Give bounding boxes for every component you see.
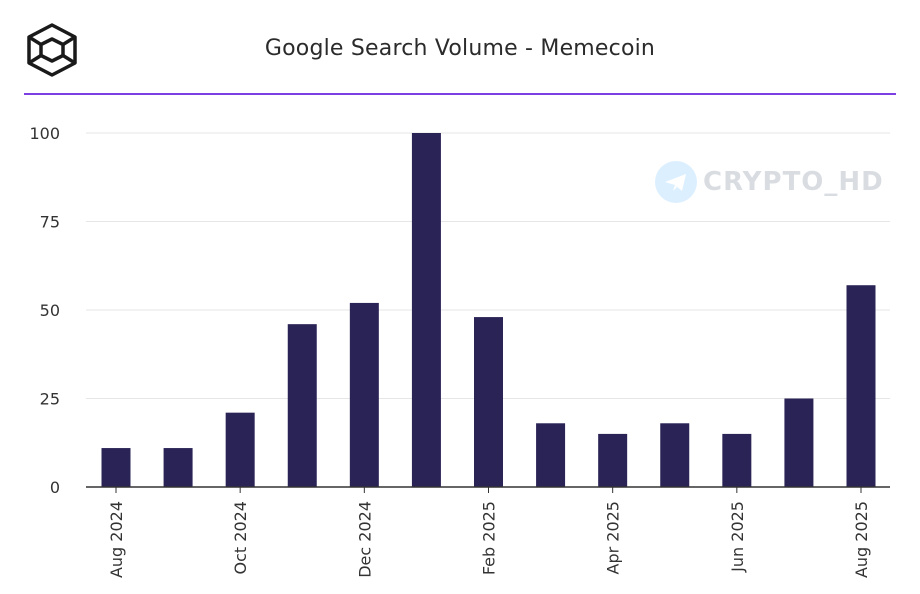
x-tick-label: Dec 2024 bbox=[355, 501, 374, 578]
bar bbox=[287, 324, 317, 487]
bar bbox=[225, 412, 255, 487]
bar bbox=[722, 433, 752, 487]
x-tick-label: Feb 2025 bbox=[480, 501, 499, 575]
y-tick-label: 50 bbox=[40, 301, 60, 320]
y-tick-label: 75 bbox=[40, 213, 60, 232]
bar bbox=[660, 423, 690, 487]
x-tick-label: Apr 2025 bbox=[604, 501, 623, 574]
bar bbox=[846, 285, 876, 487]
x-tick-label: Oct 2024 bbox=[231, 501, 250, 574]
y-tick-label: 25 bbox=[40, 390, 60, 409]
cube-outline-logo bbox=[27, 23, 77, 77]
bar bbox=[598, 433, 628, 487]
watermark-text: CRYPTO_HD bbox=[703, 167, 884, 197]
bar bbox=[784, 398, 814, 487]
x-tick-label: Aug 2025 bbox=[852, 501, 871, 578]
bar bbox=[349, 302, 379, 487]
header-divider bbox=[24, 93, 896, 95]
bar bbox=[411, 133, 441, 487]
y-tick-label: 0 bbox=[50, 478, 60, 497]
bar bbox=[536, 423, 566, 487]
y-tick-label: 100 bbox=[29, 124, 60, 143]
x-tick-label: Aug 2024 bbox=[107, 501, 126, 578]
telegram-plane-icon bbox=[655, 161, 697, 203]
bar bbox=[474, 317, 503, 487]
bar bbox=[101, 448, 131, 487]
watermark: CRYPTO_HD bbox=[655, 160, 884, 204]
bar bbox=[163, 448, 193, 487]
bar-chart: 0 25 50 75 100 Aug 2024 Oct 2024 Dec 2024 Feb 20… bbox=[29, 124, 890, 578]
chart-header: Google Search Volume - Memecoin bbox=[0, 0, 920, 96]
x-tick-label: Jun 2025 bbox=[728, 501, 747, 573]
chart-title: Google Search Volume - Memecoin bbox=[264, 36, 656, 61]
